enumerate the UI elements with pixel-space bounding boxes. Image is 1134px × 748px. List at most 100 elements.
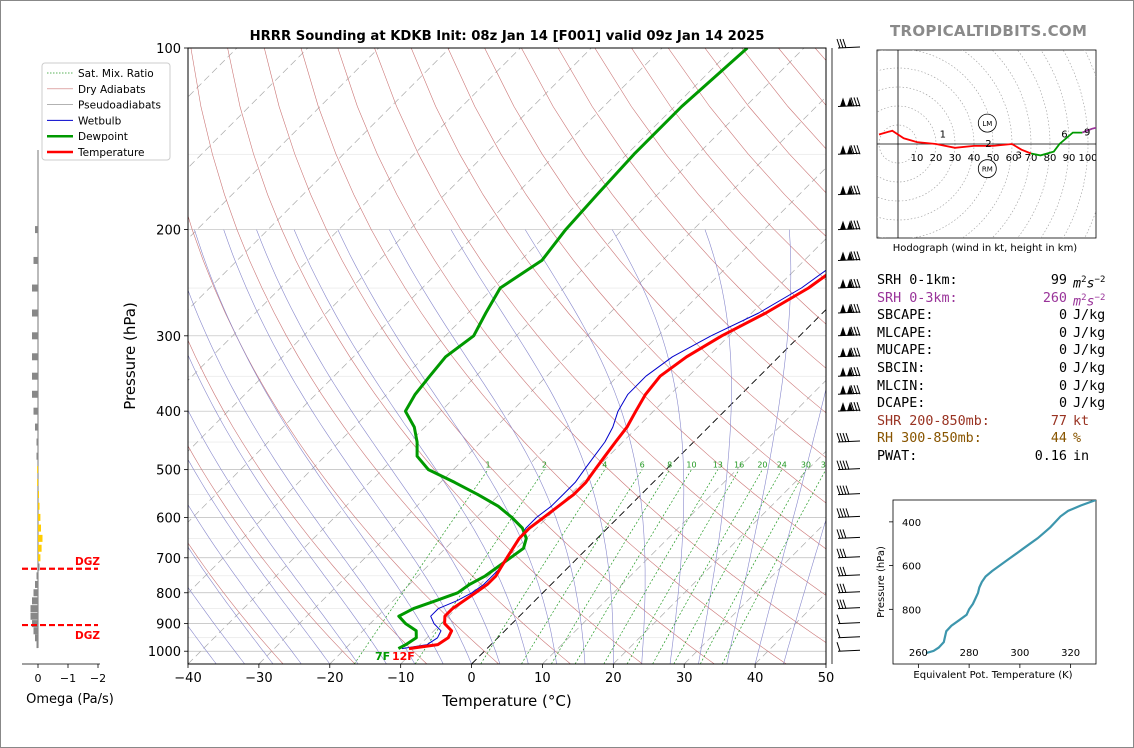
- omega-bar: [38, 563, 40, 571]
- pseudoadiabat-line: [611, 229, 685, 664]
- omega-bar: [30, 605, 38, 613]
- stat-value: 0: [1058, 325, 1067, 341]
- stat-value: 0: [1058, 360, 1067, 376]
- wind-barb-flag: [847, 145, 853, 155]
- wind-barb-flag: [847, 385, 853, 395]
- hodograph-ring-label: 100: [1078, 153, 1097, 164]
- y-tick-label: 1000: [148, 645, 181, 660]
- wind-barb-feather: [839, 583, 844, 593]
- dry-adiabat-line: [188, 542, 284, 664]
- mixing-ratio-label: 8: [667, 461, 672, 470]
- hodograph-ring-label: 30: [949, 153, 962, 164]
- hodograph: 10 20 30 40 50 60 70 80 90 100 1 2 3 6 9 LM RM: [876, 49, 1107, 239]
- mixing-ratio-line: [354, 469, 489, 664]
- skewt-background: 1 2 4 6 8 10 13 16 20 24 30 36: [188, 48, 826, 664]
- hodograph-height-label: 3: [1016, 150, 1022, 161]
- hodograph-ring-label: 40: [968, 153, 981, 164]
- dry-adiabat-line: [188, 339, 428, 664]
- wind-barb-feather: [850, 326, 855, 336]
- isotherm-line: [258, 96, 826, 664]
- wind-barb-flag: [840, 251, 846, 261]
- skewt-axes: −40 −30 −20 −10 0 10 20 30 40 50 100 200 300 400 500 60…: [148, 42, 834, 686]
- stat-row: RH 300-850mb: 44%: [877, 430, 1127, 448]
- y-tick-label: 300: [156, 330, 181, 345]
- y-tick-label: 400: [156, 405, 181, 420]
- wind-barb-staff: [837, 574, 861, 577]
- pseudoadiabat-line: [293, 229, 529, 664]
- wind-barb-feather: [845, 508, 850, 518]
- dry-adiabat-line: [484, 48, 826, 459]
- stat-label: MLCAPE:: [877, 325, 934, 341]
- theta-e-ylabel: Pressure (hPa): [876, 546, 887, 618]
- pseudoadiabat-line: [194, 229, 444, 664]
- wind-barb-feather: [856, 402, 861, 412]
- omega-bar: [38, 554, 41, 562]
- wind-barb-feather: [839, 529, 844, 539]
- wind-barb-feather: [856, 385, 861, 395]
- wind-barb-feather: [836, 599, 841, 609]
- mixing-ratio-line: [652, 469, 763, 664]
- mixing-ratio-label: 20: [757, 461, 767, 470]
- stat-unit: J/kg: [1073, 396, 1106, 412]
- wind-barb-feather: [836, 38, 841, 49]
- wind-barb-feather: [853, 402, 858, 412]
- wind-barb-feather: [836, 485, 841, 495]
- wind-barb-feather: [836, 432, 841, 443]
- y-tick-label: 900: [156, 618, 181, 633]
- stat-row: SRH 0-1km: 99 m2s−2: [877, 272, 1127, 291]
- theta-e-xlabel: Equivalent Pot. Temperature (K): [913, 670, 1072, 681]
- hodograph-ring-label: 90: [1063, 153, 1076, 164]
- wind-barb-feather: [856, 97, 861, 107]
- wind-barb-feather: [839, 508, 844, 518]
- wind-barb-flag: [847, 304, 853, 314]
- x-tick-label: 10: [534, 671, 551, 686]
- brand-logo: TROPICALTIDBITS.COM: [890, 22, 1088, 40]
- wind-barb-feather: [853, 278, 858, 289]
- stat-row: SHR 200-850mb: 77 kt: [877, 413, 1127, 431]
- omega-bar: [35, 580, 38, 588]
- wind-barb-staff: [837, 636, 861, 639]
- stat-value: 260: [1042, 290, 1067, 306]
- omega-bar: [35, 226, 38, 234]
- wind-barb-feather: [856, 326, 861, 336]
- wind-barb-feather: [856, 367, 861, 377]
- mixing-ratio-label: 1: [485, 461, 490, 470]
- theta-e-x-tick-label: 300: [1010, 648, 1029, 659]
- legend: Sat. Mix. Ratio Dry Adiabats Pseudoadiabat…: [41, 62, 171, 161]
- x-tick-label: 30: [676, 671, 693, 686]
- wind-barb-flag: [847, 402, 853, 412]
- legend-label: Dry Adiabats: [78, 84, 146, 96]
- y-tick-label: 800: [156, 587, 181, 602]
- stat-row: MLCAPE: 0 J/kg: [877, 325, 1127, 343]
- isotherm-line: [188, 48, 805, 664]
- omega-bar: [30, 612, 38, 620]
- wind-barb-feather: [845, 460, 850, 470]
- wind-barb-feather: [836, 642, 841, 652]
- dry-adiabat-line: [227, 48, 643, 664]
- theta-e-frame: [892, 499, 1097, 665]
- wind-barb-feather: [842, 38, 847, 49]
- dry-adiabat-line: [557, 48, 826, 369]
- stat-label: MUCAPE:: [877, 343, 934, 359]
- theta-e-panel: 260 280 300 320 400 600 800: [889, 499, 1097, 668]
- legend-label: Sat. Mix. Ratio: [78, 68, 154, 80]
- wind-barb-feather: [842, 583, 847, 593]
- stat-value: 0.16: [1034, 448, 1067, 464]
- pseudoadiabat-line: [698, 229, 732, 664]
- wind-barb-flag: [847, 251, 853, 261]
- y-tick-label: 100: [156, 42, 181, 57]
- legend-label: Pseudoadiabats: [78, 100, 161, 112]
- hodograph-ring-label: 20: [930, 153, 943, 164]
- hodograph-trace: [1099, 117, 1107, 127]
- dry-adiabat-line: [300, 48, 787, 664]
- omega-bar: [36, 452, 38, 460]
- wind-barb-staff: [837, 46, 861, 49]
- wind-barb-feather: [850, 278, 855, 289]
- hodograph-caption: Hodograph (wind in kt, height in km): [893, 243, 1078, 254]
- wind-barb-feather: [850, 220, 855, 230]
- theta-e-plot: [925, 500, 1096, 655]
- wind-barb-flag: [847, 347, 853, 357]
- theta-e-x-tick-label: 280: [960, 648, 979, 659]
- wind-barb-feather: [842, 432, 847, 443]
- pseudoadiabat-line: [188, 289, 416, 664]
